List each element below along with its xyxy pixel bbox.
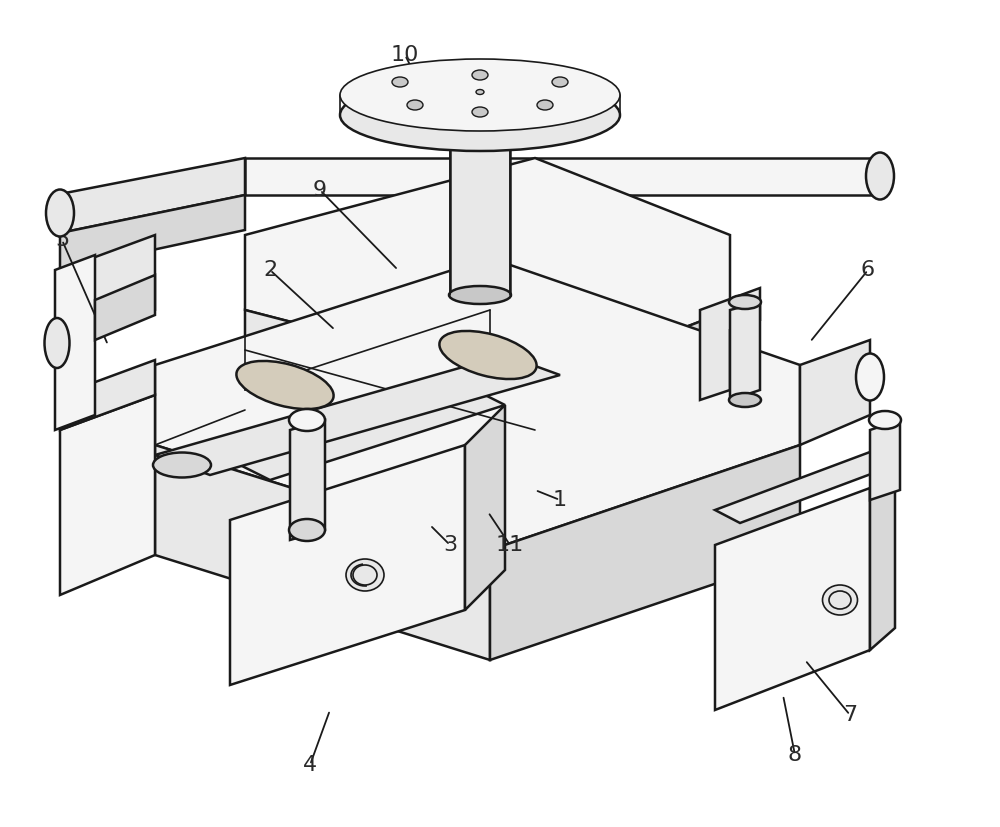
Polygon shape [715,452,895,523]
Polygon shape [490,445,800,660]
Polygon shape [60,235,155,350]
Polygon shape [60,360,155,430]
Polygon shape [870,420,900,500]
Text: 9: 9 [313,180,327,200]
Text: 3: 3 [443,535,457,555]
Polygon shape [60,395,155,595]
Polygon shape [95,275,155,340]
Polygon shape [700,288,760,400]
Text: 2: 2 [263,260,277,280]
Polygon shape [155,355,560,475]
Polygon shape [60,158,245,233]
Polygon shape [60,195,245,270]
Ellipse shape [472,70,488,80]
Ellipse shape [153,452,211,477]
Polygon shape [870,465,895,650]
Text: 8: 8 [788,745,802,765]
Ellipse shape [392,77,408,87]
Text: 7: 7 [843,705,857,725]
Ellipse shape [346,559,384,591]
Ellipse shape [856,353,884,400]
Polygon shape [245,158,880,195]
Polygon shape [245,310,535,460]
Ellipse shape [289,519,325,541]
Polygon shape [290,420,325,540]
Polygon shape [535,310,730,460]
Polygon shape [55,255,95,430]
Ellipse shape [449,121,511,139]
Ellipse shape [289,409,325,431]
Polygon shape [155,445,490,660]
Polygon shape [730,302,760,400]
Ellipse shape [236,361,334,409]
Ellipse shape [476,89,484,94]
Text: 5: 5 [55,230,69,250]
Ellipse shape [340,79,620,151]
Ellipse shape [44,318,70,368]
Polygon shape [230,445,465,685]
Ellipse shape [537,100,553,110]
Text: 6: 6 [861,260,875,280]
Text: 11: 11 [496,535,524,555]
Ellipse shape [439,331,537,379]
Ellipse shape [729,295,761,309]
Ellipse shape [449,286,511,304]
Polygon shape [230,385,505,480]
Ellipse shape [46,189,74,237]
Polygon shape [465,405,505,610]
Polygon shape [715,488,870,710]
Ellipse shape [340,59,620,131]
Ellipse shape [407,100,423,110]
Ellipse shape [869,411,901,429]
Ellipse shape [822,585,858,615]
Polygon shape [800,340,870,445]
Polygon shape [245,158,730,385]
Text: 1: 1 [553,490,567,510]
Text: 4: 4 [303,755,317,775]
Ellipse shape [729,393,761,407]
Polygon shape [155,258,800,550]
Ellipse shape [866,152,894,199]
Polygon shape [450,130,510,295]
Ellipse shape [472,107,488,117]
Ellipse shape [552,77,568,87]
Text: 10: 10 [391,45,419,65]
